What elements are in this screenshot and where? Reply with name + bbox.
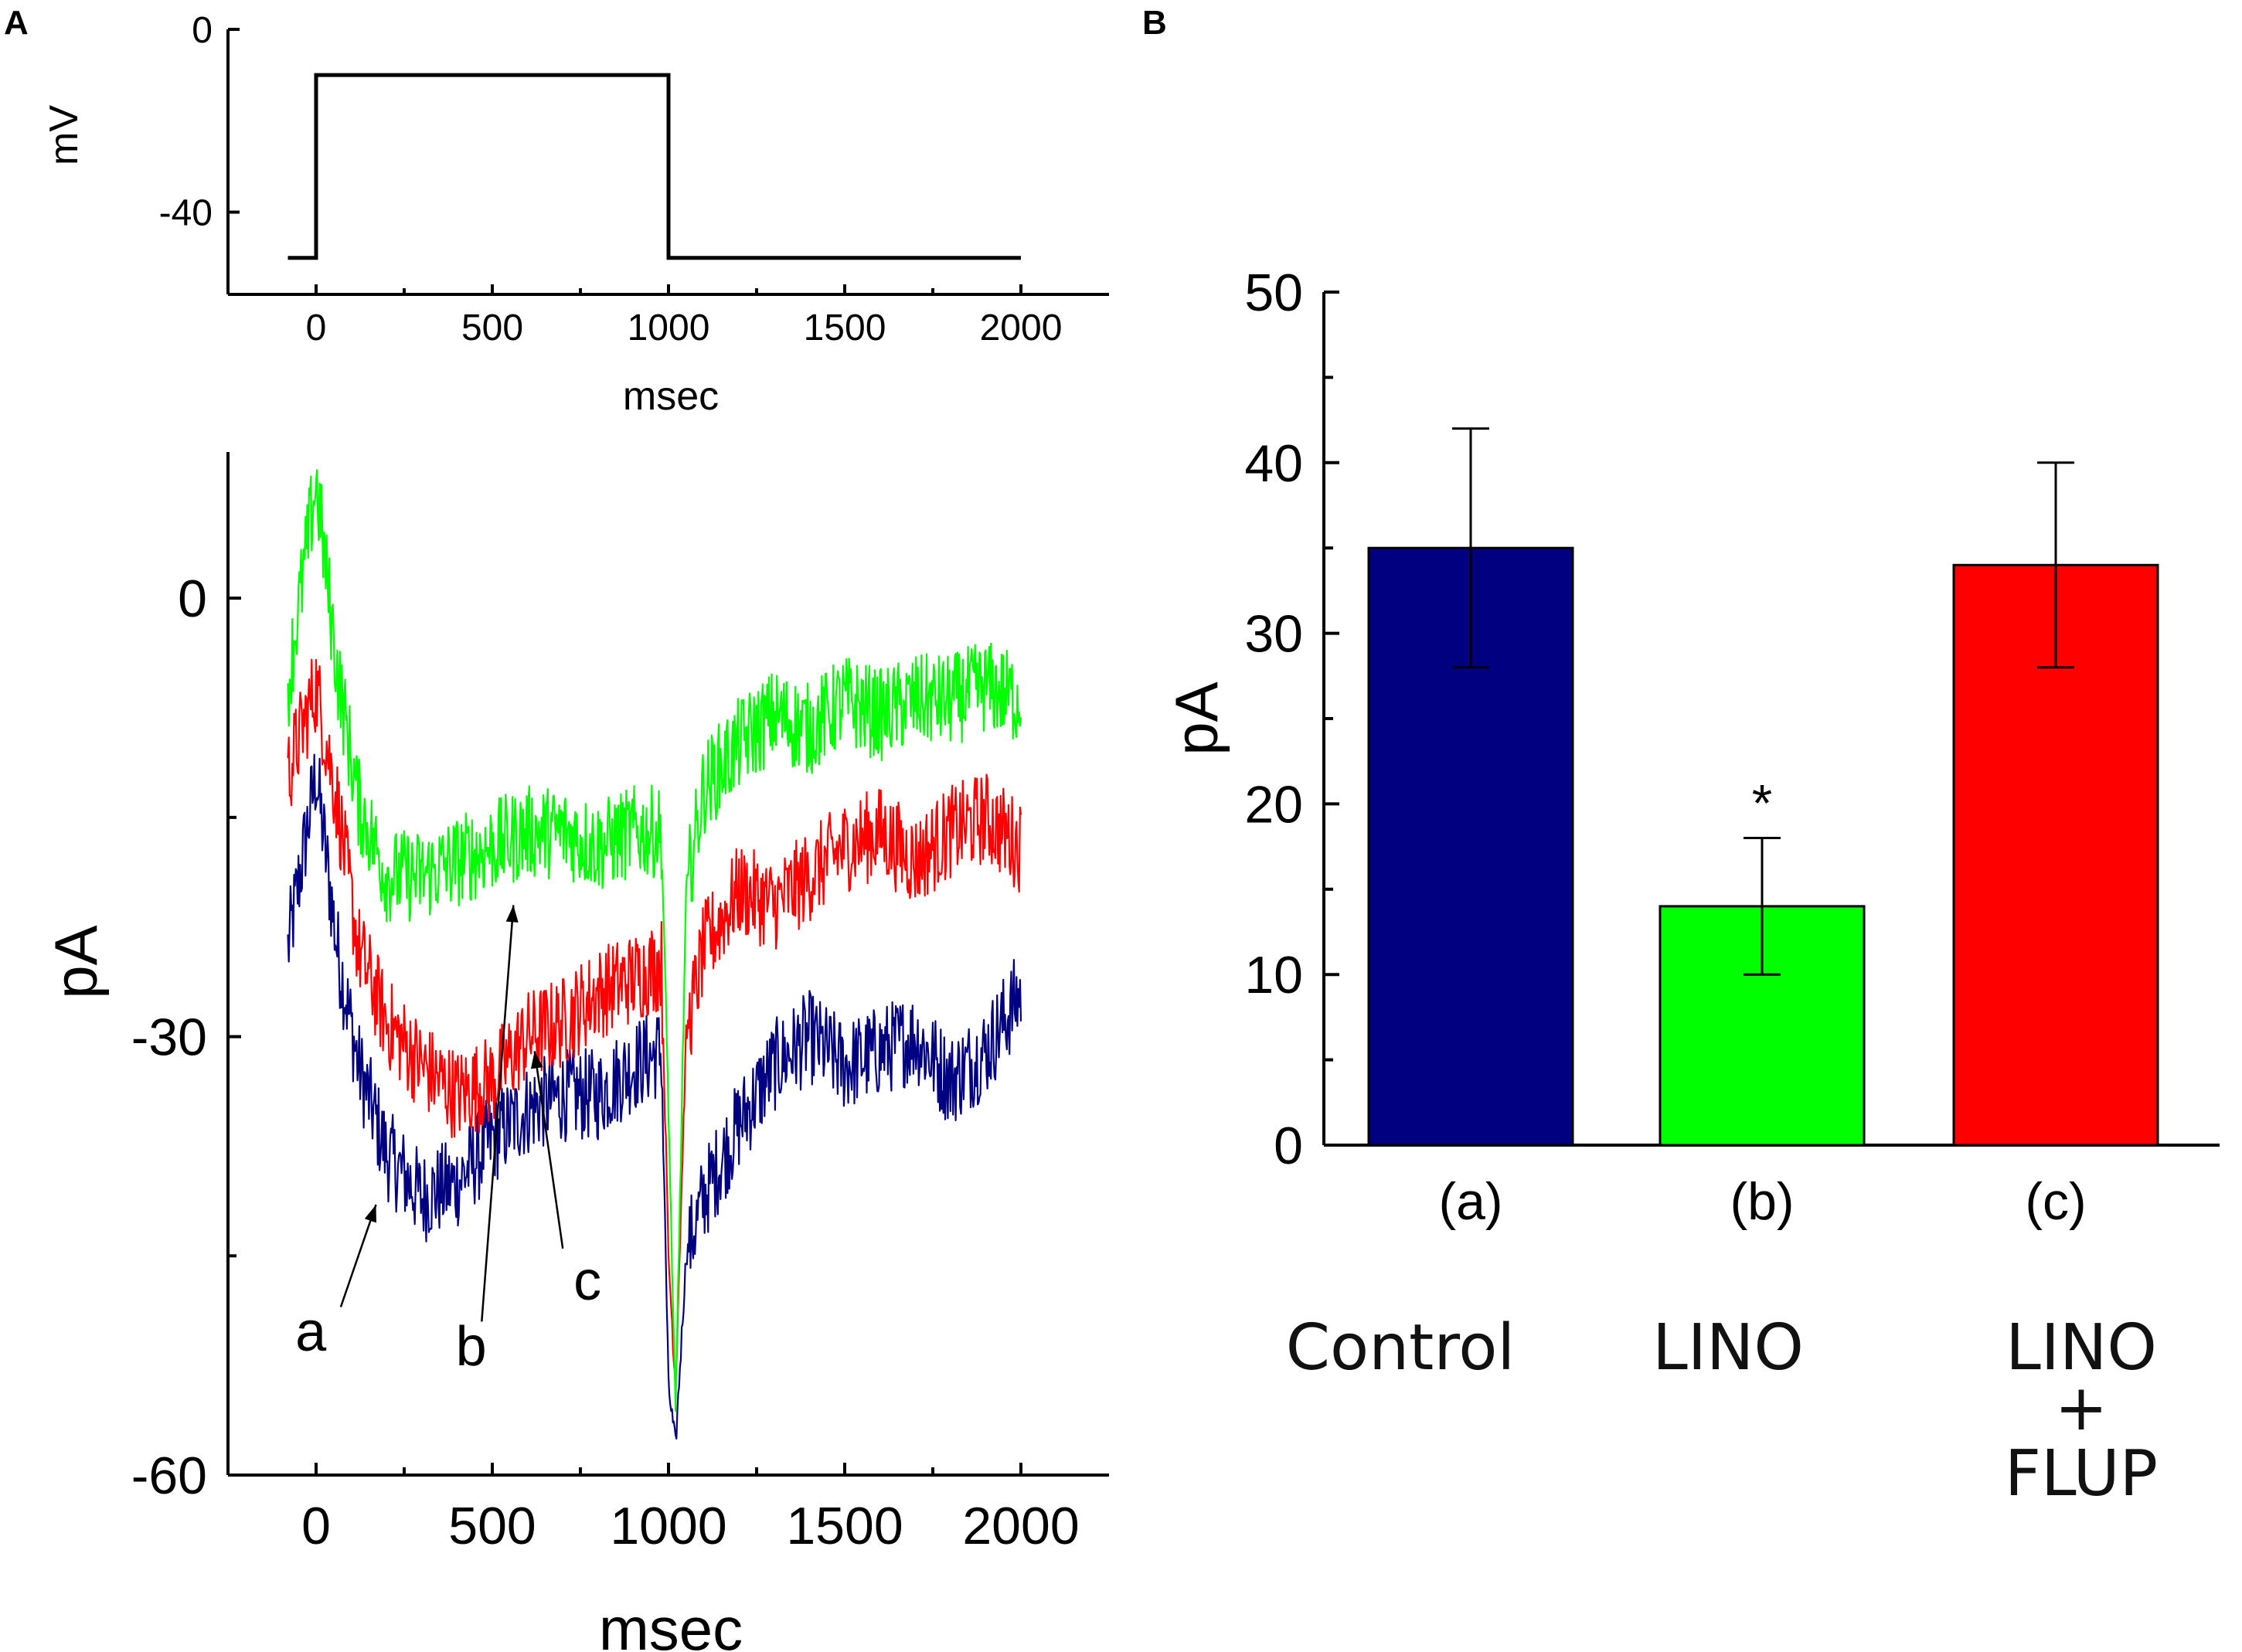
voltage-x-tick-label: 1000 <box>628 308 710 348</box>
current-chart: 0 500 1000 1500 2000 0 -30 -60 a b c msec pA <box>42 452 1109 1652</box>
annotation-label-a: a <box>295 1301 327 1363</box>
voltage-y-tick-label: 0 <box>192 10 213 51</box>
current-trace-a <box>287 753 1022 1440</box>
category-label-0: (a) <box>1438 1172 1502 1231</box>
voltage-x-tick-label: 500 <box>461 308 523 348</box>
annotation-arrow-c <box>533 1051 564 1249</box>
voltage-y-label: mV <box>42 105 87 165</box>
current-trace-c <box>287 658 1022 1392</box>
annotation-label-c: c <box>573 1250 601 1312</box>
voltage-chart: 0 500 1000 1500 2000 0 -40 msec mV <box>42 10 1109 419</box>
panel-label-b: B <box>1142 4 1167 42</box>
voltage-y-tick-label: -40 <box>159 193 213 234</box>
bar-1 <box>1659 905 1866 1147</box>
bar-y-tick-label: 30 <box>1244 605 1303 664</box>
category-label-1: (b) <box>1730 1172 1794 1231</box>
current-y-tick-label: -30 <box>131 1008 207 1067</box>
bar-y-label: pA <box>1162 682 1230 755</box>
annotation-arrowhead-c <box>530 1051 543 1069</box>
category-label-2: (c) <box>2025 1172 2086 1231</box>
panel-label-a: A <box>4 4 29 42</box>
annotation-label-b: b <box>456 1316 487 1378</box>
voltage-x-tick-label: 0 <box>306 308 327 348</box>
bar-y-tick-label: 40 <box>1244 434 1303 493</box>
bar-y-tick-label: 20 <box>1244 775 1303 834</box>
condition-label-lino-2: LINO <box>2006 1311 2157 1385</box>
annotation-arrowhead-b <box>505 905 519 923</box>
current-y-tick-label: -60 <box>131 1446 207 1505</box>
bar-y-tick-label: 0 <box>1274 1117 1303 1175</box>
voltage-x-tick-label: 1500 <box>804 308 886 348</box>
annotation-arrow-b <box>481 905 515 1322</box>
condition-label-control: Control <box>1286 1311 1515 1385</box>
annotation-arrow-a <box>339 1204 377 1307</box>
condition-label-lino: LINO <box>1652 1311 1804 1385</box>
current-x-label: msec <box>599 1595 743 1652</box>
current-x-tick-label: 1000 <box>610 1497 726 1555</box>
bar-y-tick-label: 50 <box>1244 263 1303 322</box>
current-x-tick-label: 500 <box>448 1497 536 1555</box>
current-x-tick-label: 1500 <box>786 1497 903 1555</box>
bar-y-tick-label: 10 <box>1244 946 1303 1004</box>
voltage-step-line <box>287 73 1021 260</box>
significance-marker: * <box>1752 774 1772 833</box>
current-y-tick-label: 0 <box>178 569 207 628</box>
condition-label-flup: FLUP <box>2005 1437 2158 1511</box>
condition-label-plus: + <box>2055 1372 2108 1445</box>
voltage-x-tick-label: 2000 <box>980 308 1063 348</box>
annotation-arrowhead-a <box>364 1205 376 1223</box>
voltage-x-label: msec <box>623 374 719 419</box>
current-x-tick-label: 2000 <box>962 1497 1079 1555</box>
current-x-tick-label: 0 <box>301 1497 331 1555</box>
current-trace-b <box>287 469 1022 1412</box>
current-y-label: pA <box>42 925 110 998</box>
